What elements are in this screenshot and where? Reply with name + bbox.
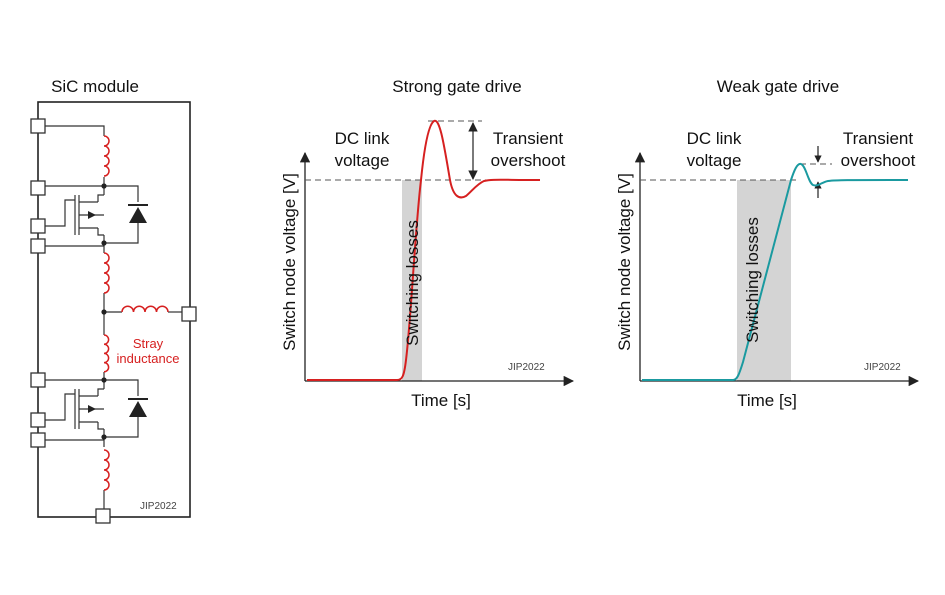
switching-losses-label: Switching losses bbox=[743, 217, 762, 343]
weak-watermark: JIP2022 bbox=[864, 362, 901, 373]
weak-voltage-trace bbox=[642, 162, 909, 381]
transistor-arrow-icon bbox=[88, 405, 96, 413]
overshoot-label-line2: overshoot bbox=[491, 151, 566, 170]
y-axis-label: Switch node voltage [V] bbox=[615, 173, 634, 351]
strong-watermark: JIP2022 bbox=[508, 362, 545, 373]
terminal bbox=[95, 508, 111, 524]
module-wiring bbox=[45, 125, 182, 509]
module-watermark: JIP2022 bbox=[140, 501, 177, 512]
inductor-icon bbox=[103, 252, 110, 294]
terminal bbox=[30, 432, 46, 448]
y-axis-label: Switch node voltage [V] bbox=[280, 173, 299, 351]
dc-link-label-line2: voltage bbox=[335, 151, 390, 170]
dc-link-label-line1: DC link bbox=[335, 129, 390, 148]
x-axis-label: Time [s] bbox=[737, 391, 797, 410]
stray-label-line1: Stray bbox=[133, 336, 164, 351]
overshoot-label-line2: overshoot bbox=[841, 151, 916, 170]
dc-link-label-line2: voltage bbox=[687, 151, 742, 170]
terminal bbox=[30, 238, 46, 254]
inductor-icons bbox=[103, 135, 169, 491]
inductor-icon bbox=[121, 305, 169, 313]
module-title: SiC module bbox=[51, 77, 139, 96]
weak-chart-title: Weak gate drive bbox=[717, 77, 840, 96]
overshoot-label-line1: Transient bbox=[843, 129, 914, 148]
terminal bbox=[181, 306, 197, 322]
terminal bbox=[30, 180, 46, 196]
terminal bbox=[30, 218, 46, 234]
strong-voltage-trace bbox=[307, 119, 541, 381]
junction-dots bbox=[101, 183, 107, 440]
weak-gate-drive-chart: Weak gate drive DC link voltage Transien… bbox=[615, 77, 920, 410]
inductor-icon bbox=[103, 334, 110, 373]
sic-module-diagram: SiC module bbox=[30, 77, 197, 524]
inductor-icon bbox=[103, 449, 110, 491]
transistor-arrow-icon bbox=[88, 211, 96, 219]
diode-icon bbox=[128, 398, 148, 417]
inductor-icon bbox=[103, 135, 110, 177]
terminal bbox=[30, 372, 46, 388]
stray-label-line2: inductance bbox=[117, 351, 180, 366]
overshoot-label-line1: Transient bbox=[493, 129, 564, 148]
x-axis-label: Time [s] bbox=[411, 391, 471, 410]
module-terminals bbox=[30, 118, 197, 524]
strong-chart-title: Strong gate drive bbox=[392, 77, 521, 96]
strong-gate-drive-chart: Strong gate drive DC link voltage Transi… bbox=[280, 77, 575, 410]
terminal bbox=[30, 118, 46, 134]
dc-link-label-line1: DC link bbox=[687, 129, 742, 148]
terminal bbox=[30, 412, 46, 428]
diode-icon bbox=[128, 204, 148, 223]
switching-losses-label: Switching losses bbox=[403, 220, 422, 346]
